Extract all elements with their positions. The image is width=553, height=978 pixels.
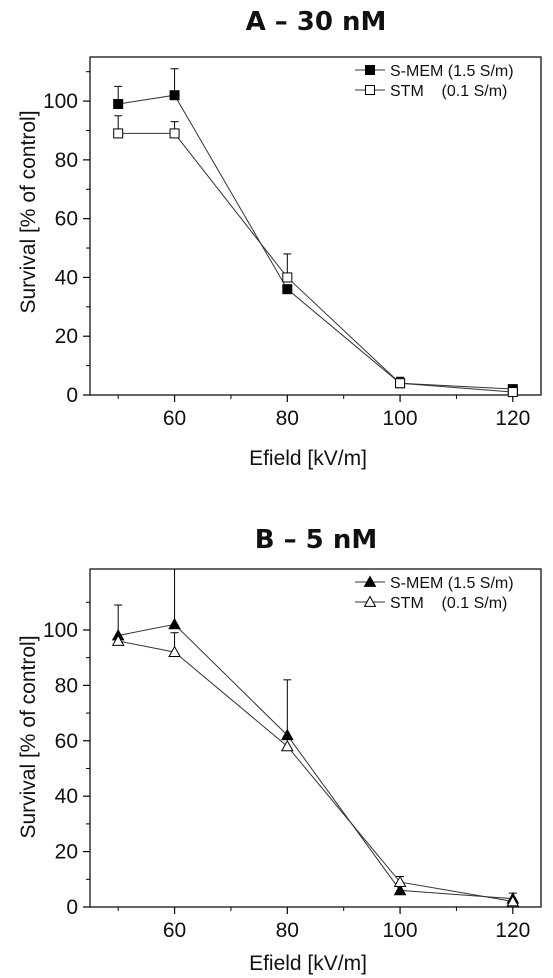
data-point-a-1: [113, 128, 124, 139]
legend-label-b-0: S-MEM (1.5 S/m): [390, 575, 514, 592]
x-tick-label-a: 80: [276, 407, 299, 430]
y-tick-label-b: 40: [55, 785, 78, 808]
chart-title-b: B – 5 nM: [255, 525, 377, 555]
y-tick-label-b: 60: [55, 730, 78, 753]
x-axis-label-a: Efield [kV/m]: [249, 447, 367, 470]
series-line-a-0: [118, 94, 513, 390]
plot-area-b: 60 80 100 120 0 20 40 60 80 100 S-MEM (1.5 S/m) STM…: [43, 568, 542, 942]
legend-label-a-1: STM (0.1 S/m): [390, 83, 507, 100]
y-tick-label-b: 80: [55, 674, 78, 697]
x-tick-label-b: 80: [276, 919, 299, 942]
series-line-a-1: [118, 132, 513, 393]
x-tick-label-b: 60: [163, 919, 186, 942]
x-axis-label-b: Efield [kV/m]: [249, 952, 367, 975]
legend-label-b-1: STM (0.1 S/m): [390, 595, 507, 612]
x-tick-label-a: 60: [163, 407, 186, 430]
data-point-a-0: [282, 284, 293, 295]
y-tick-label-a: 60: [55, 208, 78, 231]
legend-label-a-0: S-MEM (1.5 S/m): [390, 63, 514, 80]
data-point-a-1: [282, 272, 293, 283]
legend-marker-b-1: [363, 595, 377, 607]
y-tick-label-a: 20: [55, 325, 78, 348]
data-point-b-1: [168, 645, 181, 658]
y-tick-label-a: 100: [43, 90, 78, 113]
y-axis-label-b: Survival [% of control]: [17, 635, 40, 838]
data-point-b-0: [280, 728, 294, 741]
y-tick-label-b: 20: [55, 841, 78, 864]
chart-title-a: A – 30 nM: [246, 7, 387, 37]
plot-frame-b: [89, 568, 542, 908]
plot-area-a: 60 80 100 120 0 20 40 60 80 100 S-MEM (1.5 S/m) STM…: [43, 56, 542, 430]
y-tick-label-b: 100: [43, 619, 78, 642]
data-point-a-1: [169, 128, 180, 139]
x-tick-label-b: 120: [495, 919, 530, 942]
y-tick-label-b: 0: [66, 896, 78, 919]
x-tick-label-a: 100: [383, 407, 418, 430]
data-point-b-0: [168, 617, 181, 630]
data-point-b-1: [393, 875, 407, 887]
y-tick-label-a: 0: [66, 384, 78, 407]
legend-marker-b-0: [363, 575, 377, 587]
x-tick-label-a: 120: [495, 407, 530, 430]
plot-frame-a: [89, 56, 542, 396]
data-point-a-1: [395, 378, 406, 389]
data-point-b-1: [280, 739, 294, 752]
data-point-a-0: [169, 90, 180, 101]
legend-marker-a-0: [365, 65, 375, 75]
series-line-b-1: [118, 640, 513, 902]
y-tick-label-a: 40: [55, 266, 78, 289]
series-line-b-0: [118, 623, 513, 900]
x-tick-label-b: 100: [383, 919, 418, 942]
data-point-a-1: [507, 387, 518, 398]
data-point-b-1: [111, 634, 125, 646]
data-point-a-0: [113, 99, 124, 110]
legend-marker-a-1: [365, 85, 375, 95]
y-axis-label-a: Survival [% of control]: [17, 110, 40, 313]
data-point-b-0: [393, 883, 407, 896]
data-point-b-1: [506, 894, 520, 907]
y-tick-label-a: 80: [55, 149, 78, 172]
